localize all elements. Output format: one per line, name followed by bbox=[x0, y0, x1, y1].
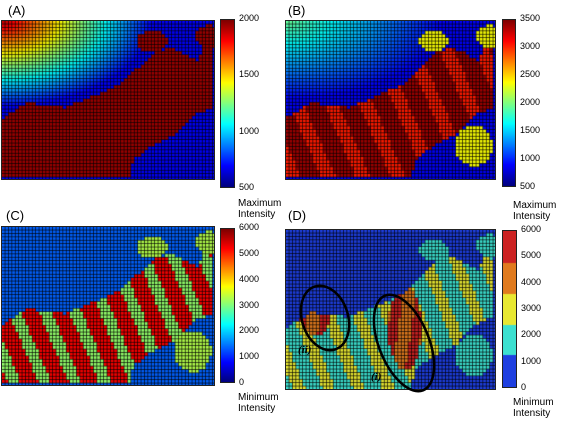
heatmap-d bbox=[285, 229, 496, 390]
colorbar-tick-1-5: 1000 bbox=[520, 153, 541, 163]
colorbar-tick-3-4: 2000 bbox=[521, 329, 542, 339]
colorbar-tick-0-2: 1000 bbox=[239, 126, 260, 136]
colorbar-tick-3-5: 1000 bbox=[521, 356, 542, 366]
colorbar-tick-3-6: 0 bbox=[521, 382, 527, 392]
colorbar-tick-2-4: 2000 bbox=[239, 325, 260, 335]
heatmap-a bbox=[1, 20, 215, 180]
colorbar-d bbox=[502, 230, 517, 388]
colorbar-tick-2-1: 5000 bbox=[239, 248, 260, 258]
colorbar-a bbox=[220, 19, 235, 188]
colorbar-tick-3-0: 6000 bbox=[521, 224, 542, 234]
colorbar-tick-2-5: 1000 bbox=[239, 351, 260, 361]
heatmap-b bbox=[285, 20, 496, 180]
colorbar-tick-2-6: 0 bbox=[239, 377, 245, 387]
colorbar-tick-1-6: 500 bbox=[520, 181, 536, 191]
colorbar-tick-1-0: 3500 bbox=[520, 13, 541, 23]
roi-label-ii: (ii) bbox=[298, 344, 311, 356]
colorbar-tick-0-3: 500 bbox=[239, 182, 255, 192]
roi-ellipse-ii bbox=[299, 284, 351, 352]
max-intensity-caption-d: Maximum Intensity bbox=[513, 200, 557, 222]
panel-label-c: (C) bbox=[6, 208, 25, 223]
colorbar-tick-1-1: 3000 bbox=[520, 41, 541, 51]
colorbar-tick-3-1: 5000 bbox=[521, 250, 542, 260]
colorbar-tick-2-0: 6000 bbox=[239, 222, 260, 232]
colorbar-tick-0-1: 1500 bbox=[239, 69, 260, 79]
colorbar-tick-2-3: 3000 bbox=[239, 300, 260, 310]
colorbar-tick-3-2: 4000 bbox=[521, 277, 542, 287]
heatmap-c bbox=[1, 226, 215, 386]
colorbar-tick-1-2: 2500 bbox=[520, 69, 541, 79]
colorbar-b bbox=[502, 19, 516, 187]
colorbar-tick-3-3: 3000 bbox=[521, 303, 542, 313]
colorbar-tick-2-2: 4000 bbox=[239, 274, 260, 284]
colorbar-c bbox=[220, 228, 235, 383]
panel-label-a: (A) bbox=[8, 3, 26, 18]
colorbar-tick-1-4: 1500 bbox=[520, 125, 541, 135]
colorbar-tick-0-0: 2000 bbox=[239, 13, 260, 23]
min-intensity-caption-d: Minimum Intensity bbox=[513, 397, 554, 419]
roi-ellipse-i bbox=[372, 293, 436, 393]
roi-label-i: (i) bbox=[371, 371, 381, 383]
max-intensity-caption-c: Maximum Intensity bbox=[238, 198, 282, 220]
min-intensity-caption-c: Minimum Intensity bbox=[238, 392, 279, 414]
panel-label-b: (B) bbox=[288, 3, 306, 18]
colorbar-tick-1-3: 2000 bbox=[520, 97, 541, 107]
panel-label-d: (D) bbox=[288, 208, 307, 223]
